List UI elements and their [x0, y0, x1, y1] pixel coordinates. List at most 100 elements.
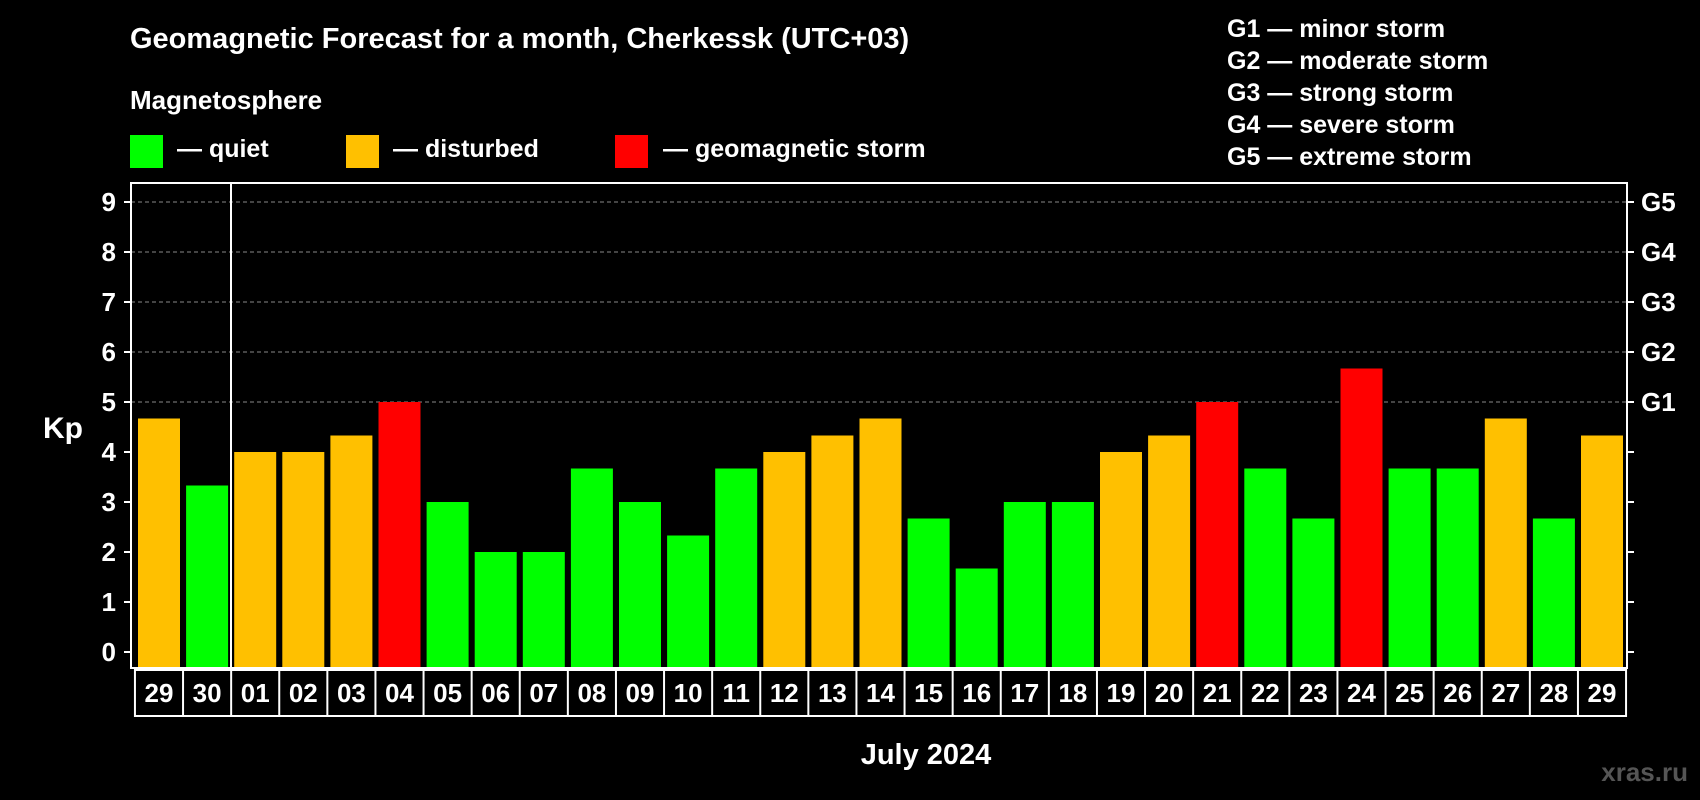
day-label-12: 11 [722, 678, 750, 708]
storm-level-label-g4: G4 [1641, 237, 1676, 267]
bar-8 [522, 552, 565, 668]
day-label-7: 06 [481, 678, 510, 708]
day-label-4: 03 [337, 678, 366, 708]
legend-label-disturbed: — disturbed [393, 135, 539, 163]
bar-3 [282, 452, 325, 668]
y-tick-label-1: 1 [102, 587, 116, 617]
legend-swatch-quiet [130, 135, 163, 168]
chart-subtitle: Magnetosphere [130, 85, 322, 115]
day-label-14: 13 [818, 678, 847, 708]
bar-24 [1292, 518, 1335, 668]
day-row-frame [133, 669, 1628, 717]
day-label-8: 07 [529, 678, 558, 708]
day-label-28: 27 [1491, 678, 1520, 708]
storm-scale-legend: G1 — minor storm G2 — moderate storm G3 … [1227, 15, 1488, 171]
bar-5 [378, 402, 421, 668]
bar-17 [955, 568, 998, 668]
bar-10 [619, 502, 661, 668]
day-label-15: 14 [866, 678, 895, 708]
bar-11 [667, 535, 710, 668]
bar-9 [570, 468, 613, 668]
storm-level-label-g5: G5 [1641, 187, 1676, 217]
legend-label-quiet: — quiet [177, 135, 269, 163]
day-label-29: 28 [1539, 678, 1568, 708]
storm-level-label-g1: G1 [1641, 387, 1676, 417]
legend-swatch-disturbed [346, 135, 379, 168]
y-tick-label-3: 3 [102, 487, 116, 517]
bar-2 [234, 452, 277, 668]
day-label-23: 22 [1251, 678, 1280, 708]
storm-scale-g1: G1 — minor storm [1227, 15, 1445, 43]
grid-lines [131, 201, 1627, 403]
day-label-21: 20 [1155, 678, 1184, 708]
storm-scale-g4: G4 — severe storm [1227, 111, 1455, 139]
bar-29 [1532, 518, 1575, 668]
chart-title: Geomagnetic Forecast for a month, Cherke… [130, 23, 909, 55]
day-label-6: 05 [433, 678, 462, 708]
bar-27 [1436, 468, 1479, 668]
bar-13 [763, 452, 806, 668]
y-tick-label-7: 7 [102, 287, 116, 317]
bar-0 [138, 418, 180, 668]
bars [138, 368, 1623, 668]
day-label-5: 04 [385, 678, 414, 708]
day-label-13: 12 [770, 678, 799, 708]
bar-4 [330, 435, 373, 668]
day-label-0: 29 [145, 678, 174, 708]
plot-frame [130, 182, 1628, 669]
bar-7 [474, 552, 517, 668]
day-label-22: 21 [1203, 678, 1232, 708]
bar-23 [1244, 468, 1287, 668]
bar-20 [1100, 452, 1142, 668]
day-labels: 29 30 01 02 03 04 05 06 07 08 09 10 11 12 13 14 15 16 17 18… [133, 669, 1628, 717]
day-label-16: 15 [914, 678, 943, 708]
y-tick-label-6: 6 [102, 337, 116, 367]
legend-label-storm: — geomagnetic storm [663, 135, 926, 163]
y-axis-label: Kp [43, 412, 83, 445]
x-axis-label: July 2024 [861, 739, 992, 771]
y-tick-label-8: 8 [102, 237, 116, 267]
day-label-1: 30 [193, 678, 222, 708]
bar-14 [811, 435, 854, 668]
bar-6 [426, 502, 469, 668]
bar-19 [1051, 502, 1094, 668]
color-legend: — quiet — disturbed — geomagnetic storm [130, 135, 926, 168]
storm-scale-g5: G5 — extreme storm [1227, 143, 1472, 171]
bar-12 [715, 468, 758, 668]
day-label-11: 10 [674, 678, 703, 708]
bar-18 [1003, 502, 1046, 668]
day-label-25: 24 [1347, 678, 1376, 708]
watermark: xras.ru [1601, 757, 1688, 787]
bar-16 [907, 518, 950, 668]
y-axis-ticks: 0 1 2 3 4 5 6 7 8 9 [102, 187, 131, 667]
day-label-10: 09 [626, 678, 655, 708]
day-label-24: 23 [1299, 678, 1328, 708]
storm-level-axis: G1 G2 G3 G4 G5 [1627, 187, 1676, 653]
storm-level-label-g3: G3 [1641, 287, 1676, 317]
bar-1 [186, 485, 229, 668]
bar-21 [1148, 435, 1191, 668]
bar-22 [1196, 402, 1239, 668]
y-tick-label-4: 4 [102, 437, 117, 467]
bar-15 [859, 418, 902, 668]
y-tick-label-0: 0 [102, 637, 116, 667]
y-tick-label-5: 5 [102, 387, 116, 417]
storm-scale-g3: G3 — strong storm [1227, 79, 1453, 107]
day-label-30: 29 [1588, 678, 1617, 708]
day-label-20: 19 [1107, 678, 1136, 708]
bar-25 [1340, 368, 1383, 668]
day-label-27: 26 [1443, 678, 1472, 708]
storm-level-label-g2: G2 [1641, 337, 1676, 367]
day-label-17: 16 [962, 678, 991, 708]
bar-28 [1484, 418, 1527, 668]
bar-30 [1581, 435, 1623, 668]
storm-scale-g2: G2 — moderate storm [1227, 47, 1488, 75]
day-label-2: 01 [241, 678, 270, 708]
bar-26 [1388, 468, 1431, 668]
day-label-9: 08 [577, 678, 606, 708]
day-label-26: 25 [1395, 678, 1424, 708]
y-tick-label-9: 9 [102, 187, 116, 217]
legend-swatch-storm [615, 135, 648, 168]
day-label-3: 02 [289, 678, 318, 708]
